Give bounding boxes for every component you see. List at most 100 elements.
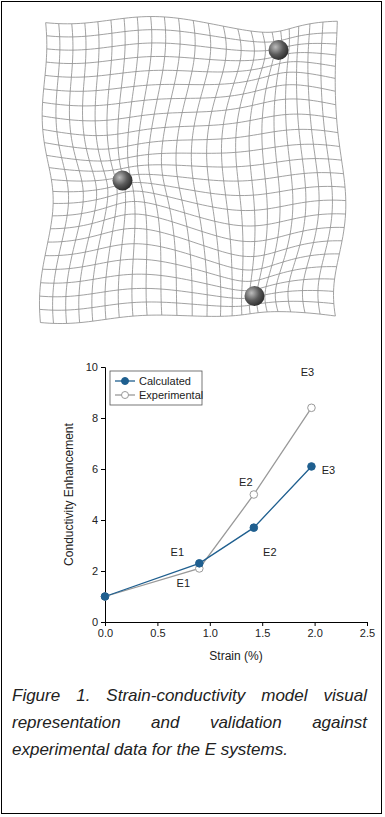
series-line	[105, 408, 311, 597]
y-tick-mark	[101, 622, 105, 623]
grid-line	[53, 191, 346, 210]
grid-line	[333, 21, 345, 316]
grid-line	[43, 114, 337, 136]
series-line	[105, 466, 311, 596]
y-tick-label: 10	[86, 361, 98, 373]
grid-line	[47, 144, 340, 161]
point-annotation: E3	[322, 464, 335, 476]
legend-marker	[122, 378, 129, 385]
y-tick-label: 8	[92, 412, 98, 424]
grid-line	[47, 43, 337, 51]
warped-grid	[39, 17, 345, 324]
grid-line	[39, 23, 53, 323]
grid-line	[221, 29, 241, 316]
y-tick-mark	[101, 418, 105, 419]
grid-line	[236, 31, 255, 315]
grid-line	[318, 22, 333, 314]
x-tick-mark	[367, 622, 368, 626]
y-tick-label: 2	[92, 565, 98, 577]
grid-line	[265, 31, 282, 312]
grid-line	[148, 17, 165, 315]
legend-marker	[122, 392, 129, 399]
series-point	[250, 491, 258, 499]
grid-line	[176, 20, 195, 315]
x-tick-mark	[157, 622, 158, 626]
point-annotation: E3	[301, 366, 314, 378]
x-axis-line	[106, 623, 368, 627]
x-tick-mark	[315, 622, 316, 626]
grid-line	[45, 62, 335, 78]
grid-line	[40, 312, 335, 324]
point-annotation: E2	[239, 476, 252, 488]
x-tick: 1.5	[255, 622, 270, 639]
grid-line	[79, 23, 97, 323]
grid-line	[43, 85, 336, 106]
grid-line	[47, 30, 337, 42]
y-axis-title: Conductivity Enhancement	[62, 422, 76, 565]
series-point	[101, 593, 109, 601]
x-tick-label: 0.0	[98, 627, 113, 639]
y-tick: 8	[92, 412, 105, 424]
sphere	[245, 286, 265, 306]
legend: Calculated Experimental	[110, 371, 203, 405]
sphere	[113, 171, 133, 191]
y-tick-label: 0	[92, 616, 98, 628]
series-point	[308, 463, 316, 471]
y-tick: 10	[86, 361, 105, 373]
y-axis: 0 2 4 6 8 10	[86, 361, 106, 628]
y-tick-mark	[101, 571, 105, 572]
point-annotation: E2	[263, 546, 276, 558]
grid-line	[40, 288, 334, 298]
grid-line	[49, 159, 341, 172]
legend-label: Experimental	[139, 389, 203, 401]
x-tick: 1.0	[203, 622, 218, 639]
x-tick: 2.5	[360, 622, 375, 639]
grid-line	[275, 29, 293, 312]
grid-line	[46, 17, 338, 33]
grid-line	[53, 24, 69, 324]
y-tick: 6	[92, 463, 105, 475]
illustration	[39, 17, 345, 324]
y-tick-label: 6	[92, 463, 98, 475]
y-tick-mark	[101, 367, 105, 368]
chart: 0.0 0.5 1.0 1.5 2.0 2.5 0 2 4 6 8 10 Strain (%) Condu…	[62, 361, 375, 663]
caption: Figure 1. Strain-conductivity model visu…	[12, 682, 367, 763]
x-tick-label: 2.5	[360, 627, 375, 639]
x-tick-label: 0.5	[150, 627, 165, 639]
x-tick-label: 2.0	[307, 627, 322, 639]
grid-line	[50, 214, 344, 242]
y-tick: 2	[92, 565, 105, 577]
grid-line	[161, 18, 180, 315]
y-tick: 4	[92, 514, 105, 526]
y-tick: 0	[92, 616, 105, 628]
figure: 0.0 0.5 1.0 1.5 2.0 2.5 0 2 4 6 8 10 Strain (%) Condu…	[0, 0, 385, 680]
grid-line	[40, 301, 334, 310]
grid-line	[42, 99, 336, 121]
series-point	[308, 404, 316, 412]
legend-label: Calculated	[139, 375, 191, 387]
series-point	[250, 524, 258, 532]
grid-line	[288, 26, 306, 312]
point-annotation: E1	[171, 546, 184, 558]
point-annotation: E1	[177, 577, 190, 589]
x-tick-mark	[210, 622, 211, 626]
x-tick-mark	[262, 622, 263, 626]
series-point	[196, 560, 204, 568]
grid-line	[44, 129, 338, 149]
x-tick: 2.0	[307, 622, 322, 639]
y-tick-mark	[101, 520, 105, 521]
x-axis: 0.0 0.5 1.0 1.5 2.0 2.5	[98, 622, 375, 639]
x-tick-label: 1.0	[203, 627, 218, 639]
grid-line	[45, 244, 339, 270]
y-tick-mark	[101, 469, 105, 470]
plot-area	[101, 404, 315, 600]
grid-line	[302, 24, 319, 313]
series-point	[101, 593, 109, 601]
grid-line	[51, 173, 343, 182]
sphere	[269, 40, 289, 60]
x-axis-title: Strain (%)	[209, 649, 262, 663]
y-axis-line	[101, 368, 106, 623]
grid-line	[249, 32, 265, 314]
grid-line	[53, 182, 345, 195]
x-tick: 0.5	[150, 622, 165, 639]
